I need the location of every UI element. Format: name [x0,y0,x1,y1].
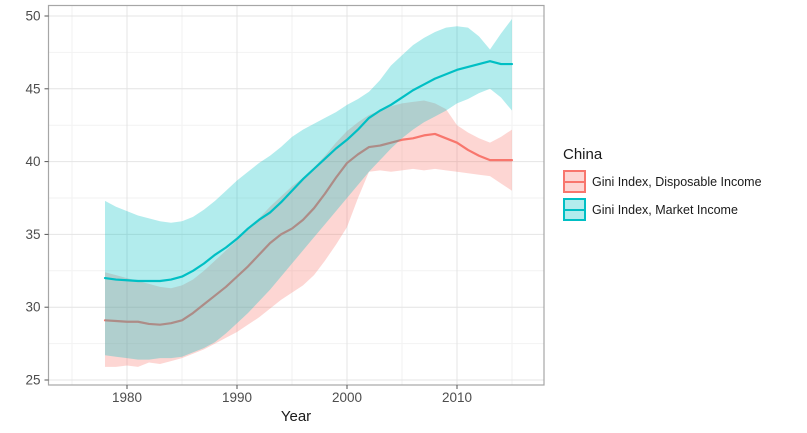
x-tick-label: 2000 [332,390,362,405]
legend-key-swatch-market [563,198,586,221]
legend-item-market-income: Gini Index, Market Income [563,198,762,221]
legend-key-line [565,180,584,183]
x-tick-label: 2010 [442,390,472,405]
x-axis-title: Year [280,408,312,425]
legend: China Gini Index, Disposable Income Gini… [563,146,762,226]
legend-key-line [565,208,584,211]
legend-item-label: Gini Index, Market Income [592,202,738,217]
legend-key-swatch-disposable [563,170,586,193]
confidence-band-1 [105,18,512,360]
confidence-band-0 [105,100,512,367]
y-tick-label: 40 [25,154,40,169]
y-tick-label: 50 [25,9,40,24]
legend-item-disposable-income: Gini Index, Disposable Income [563,170,762,193]
y-tick-label: 45 [25,81,40,96]
x-tick-label: 1990 [222,390,252,405]
series-line-0 [103,132,514,326]
y-tick-label: 35 [25,227,40,242]
legend-item-label: Gini Index, Disposable Income [592,174,762,189]
legend-title: China [563,146,603,163]
y-tick-label: 25 [25,373,40,388]
x-tick-label: 1980 [112,390,142,405]
series-line-1 [103,60,514,283]
panel-border [47,4,545,386]
y-tick-label: 30 [25,300,40,315]
